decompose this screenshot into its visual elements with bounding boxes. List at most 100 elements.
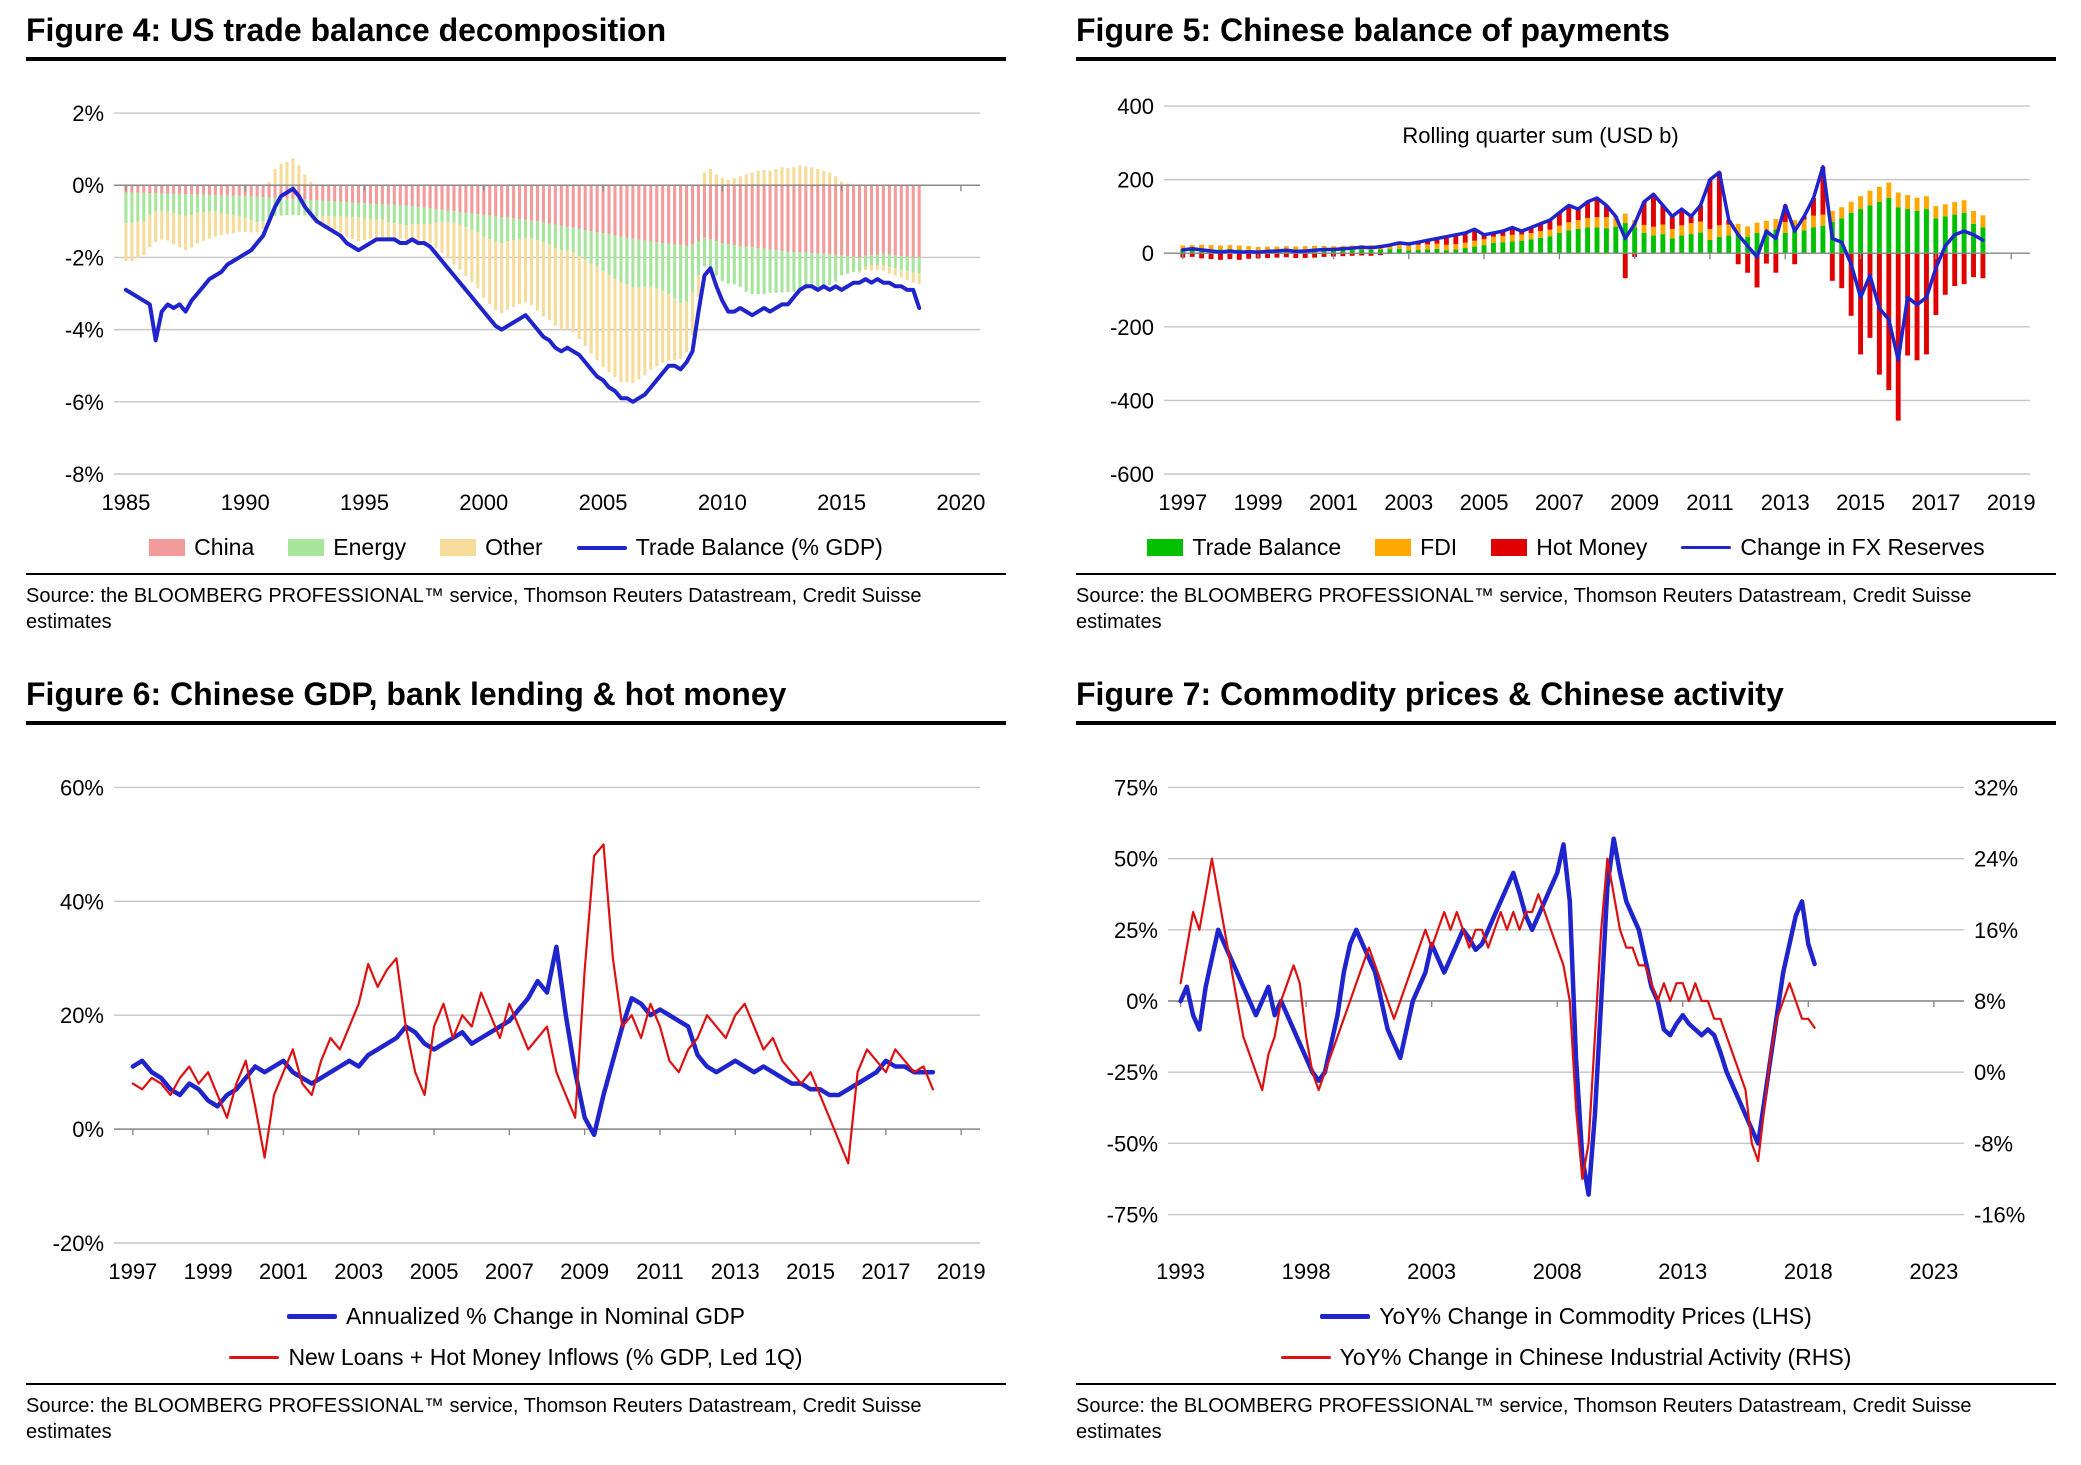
svg-text:2020: 2020 <box>936 490 985 515</box>
svg-text:-25%: -25% <box>1107 1060 1158 1085</box>
svg-text:2011: 2011 <box>636 1259 683 1284</box>
svg-text:2%: 2% <box>72 101 104 126</box>
legend-line-swatch <box>576 545 627 550</box>
svg-text:2013: 2013 <box>711 1259 760 1284</box>
series-line-trade-balance-gdp <box>123 186 922 404</box>
gridlines <box>1168 786 1964 1216</box>
svg-text:2000: 2000 <box>459 490 508 515</box>
legend-label: YoY% Change in Commodity Prices (LHS) <box>1379 1302 1812 1329</box>
svg-text:16%: 16% <box>1974 918 2018 943</box>
figure-4-chart: 2% 0% -2% -4% -6% -8% 1985 1990 1995 2000 2005 2010… <box>65 101 986 515</box>
svg-text:1985: 1985 <box>101 490 150 515</box>
legend-label: Hot Money <box>1536 534 1648 560</box>
svg-text:0%: 0% <box>1126 989 1158 1014</box>
svg-text:2013: 2013 <box>1761 490 1810 515</box>
svg-text:200: 200 <box>1117 168 1154 193</box>
svg-text:-200: -200 <box>1110 315 1154 340</box>
figure-4-legend: China Energy Other Trade Balance (% GDP) <box>26 534 1006 561</box>
legend-label: FDI <box>1420 534 1458 560</box>
svg-text:1995: 1995 <box>340 490 389 515</box>
figure-5-source: Source: the BLOOMBERG PROFESSIONAL™ serv… <box>1076 585 1972 634</box>
svg-text:2015: 2015 <box>786 1259 835 1284</box>
svg-text:1997: 1997 <box>108 1259 157 1284</box>
svg-text:40%: 40% <box>60 889 104 914</box>
axis-labels: 75% 50% 25% 0% -25% -50% -75% 32% 24% 16% 8% 0% -8% -… <box>1107 775 2026 1284</box>
panel-figure-4: Figure 4: US trade balance decomposition… <box>26 12 1006 636</box>
figure-6-separator <box>26 1382 1006 1385</box>
legend-item-fdi: FDI <box>1375 534 1457 561</box>
legend-line-swatch <box>1681 545 1732 550</box>
figure-5-separator <box>1076 573 2056 575</box>
chart-annotation: Rolling quarter sum (USD b) <box>1402 123 1678 148</box>
legend-item-yoy-change-in-commodity-prices-lhs: YoY% Change in Commodity Prices (LHS) <box>1320 1303 1812 1330</box>
legend-item-trade-balance-gdp: Trade Balance (% GDP) <box>576 534 883 561</box>
panel-figure-6: Figure 6: Chinese GDP, bank lending & ho… <box>26 676 1006 1446</box>
svg-text:2005: 2005 <box>1460 490 1509 515</box>
svg-text:60%: 60% <box>60 775 104 800</box>
figure-7-title: Figure 7: Commodity prices & Chinese act… <box>1076 676 2056 725</box>
legend-color-swatch <box>1375 539 1412 556</box>
svg-text:2011: 2011 <box>1686 490 1733 515</box>
svg-text:2019: 2019 <box>937 1259 986 1284</box>
svg-text:-8%: -8% <box>65 462 104 487</box>
legend-line-swatch <box>287 1314 338 1319</box>
svg-text:2005: 2005 <box>579 490 628 515</box>
svg-text:75%: 75% <box>1114 775 1158 800</box>
svg-text:0%: 0% <box>72 173 104 198</box>
figure-5-legend: Trade Balance FDI Hot Money Change in FX Re… <box>1076 534 2056 561</box>
legend-color-swatch <box>149 539 186 556</box>
svg-text:2017: 2017 <box>1911 490 1960 515</box>
series-line-change-in-fx-reserves <box>1181 165 1985 362</box>
bar-series <box>124 158 921 384</box>
svg-text:-4%: -4% <box>65 318 104 343</box>
legend-line-swatch <box>1320 1314 1371 1319</box>
svg-text:2003: 2003 <box>1407 1259 1456 1284</box>
gridlines <box>114 112 980 475</box>
line-series <box>1181 165 1985 362</box>
legend-color-swatch <box>1147 539 1184 556</box>
axis-labels: 60% 40% 20% 0% -20%1997 1999 2001 2003 2005 2007 2… <box>53 775 986 1284</box>
gridlines <box>114 786 980 1244</box>
svg-text:0: 0 <box>1142 241 1154 266</box>
svg-text:2019: 2019 <box>1987 490 2036 515</box>
legend-item-other: Other <box>440 534 543 561</box>
line-series <box>1178 836 1817 1197</box>
svg-text:50%: 50% <box>1114 846 1158 871</box>
svg-text:2008: 2008 <box>1533 1259 1582 1284</box>
svg-text:2018: 2018 <box>1784 1259 1833 1284</box>
legend-item-china: China <box>149 534 254 561</box>
figure-6-source: Source: the BLOOMBERG PROFESSIONAL™ serv… <box>26 1394 922 1444</box>
legend-line-swatch <box>229 1355 280 1359</box>
series-line-annualized-change-in-nominal-gdp <box>130 944 936 1137</box>
figure-7-chart: 75% 50% 25% 0% -25% -50% -75% 32% 24% 16% 8% 0% -8% -… <box>1107 775 2026 1284</box>
svg-text:2003: 2003 <box>1384 490 1433 515</box>
svg-text:1990: 1990 <box>221 490 270 515</box>
svg-text:1999: 1999 <box>1234 490 1283 515</box>
axes <box>1168 1000 1964 1007</box>
legend-label: Other <box>485 534 543 560</box>
legend-label: Energy <box>333 534 407 560</box>
svg-text:400: 400 <box>1117 94 1154 119</box>
figure-7-separator <box>1076 1382 2056 1385</box>
axes <box>114 184 980 192</box>
legend-item-new-loans-hot-money-inflows-gdp-led-1q: New Loans + Hot Money Inflows (% GDP, Le… <box>229 1344 803 1371</box>
legend-item-annualized-change-in-nominal-gdp: Annualized % Change in Nominal GDP <box>287 1303 745 1330</box>
legend-color-swatch <box>288 539 325 556</box>
svg-text:2023: 2023 <box>1909 1259 1958 1284</box>
svg-text:2015: 2015 <box>817 490 866 515</box>
svg-text:-400: -400 <box>1110 388 1154 413</box>
figure-6-title: Figure 6: Chinese GDP, bank lending & ho… <box>26 676 1006 725</box>
svg-text:32%: 32% <box>1974 775 2018 800</box>
series-line-yoy-change-in-commodity-prices-lhs <box>1178 836 1817 1197</box>
svg-text:2009: 2009 <box>1610 490 1659 515</box>
svg-text:-50%: -50% <box>1107 1131 1158 1156</box>
legend-color-swatch <box>1491 539 1528 556</box>
svg-text:1997: 1997 <box>1158 490 1207 515</box>
svg-text:2001: 2001 <box>1309 490 1358 515</box>
axes <box>1164 252 2030 260</box>
svg-text:2009: 2009 <box>560 1259 609 1284</box>
figure-6-legend: Annualized % Change in Nominal GDP New Lo… <box>26 1303 1006 1371</box>
axis-labels: 2% 0% -2% -4% -6% -8% 1985 1990 1995 2000 2005 2010… <box>65 101 986 515</box>
